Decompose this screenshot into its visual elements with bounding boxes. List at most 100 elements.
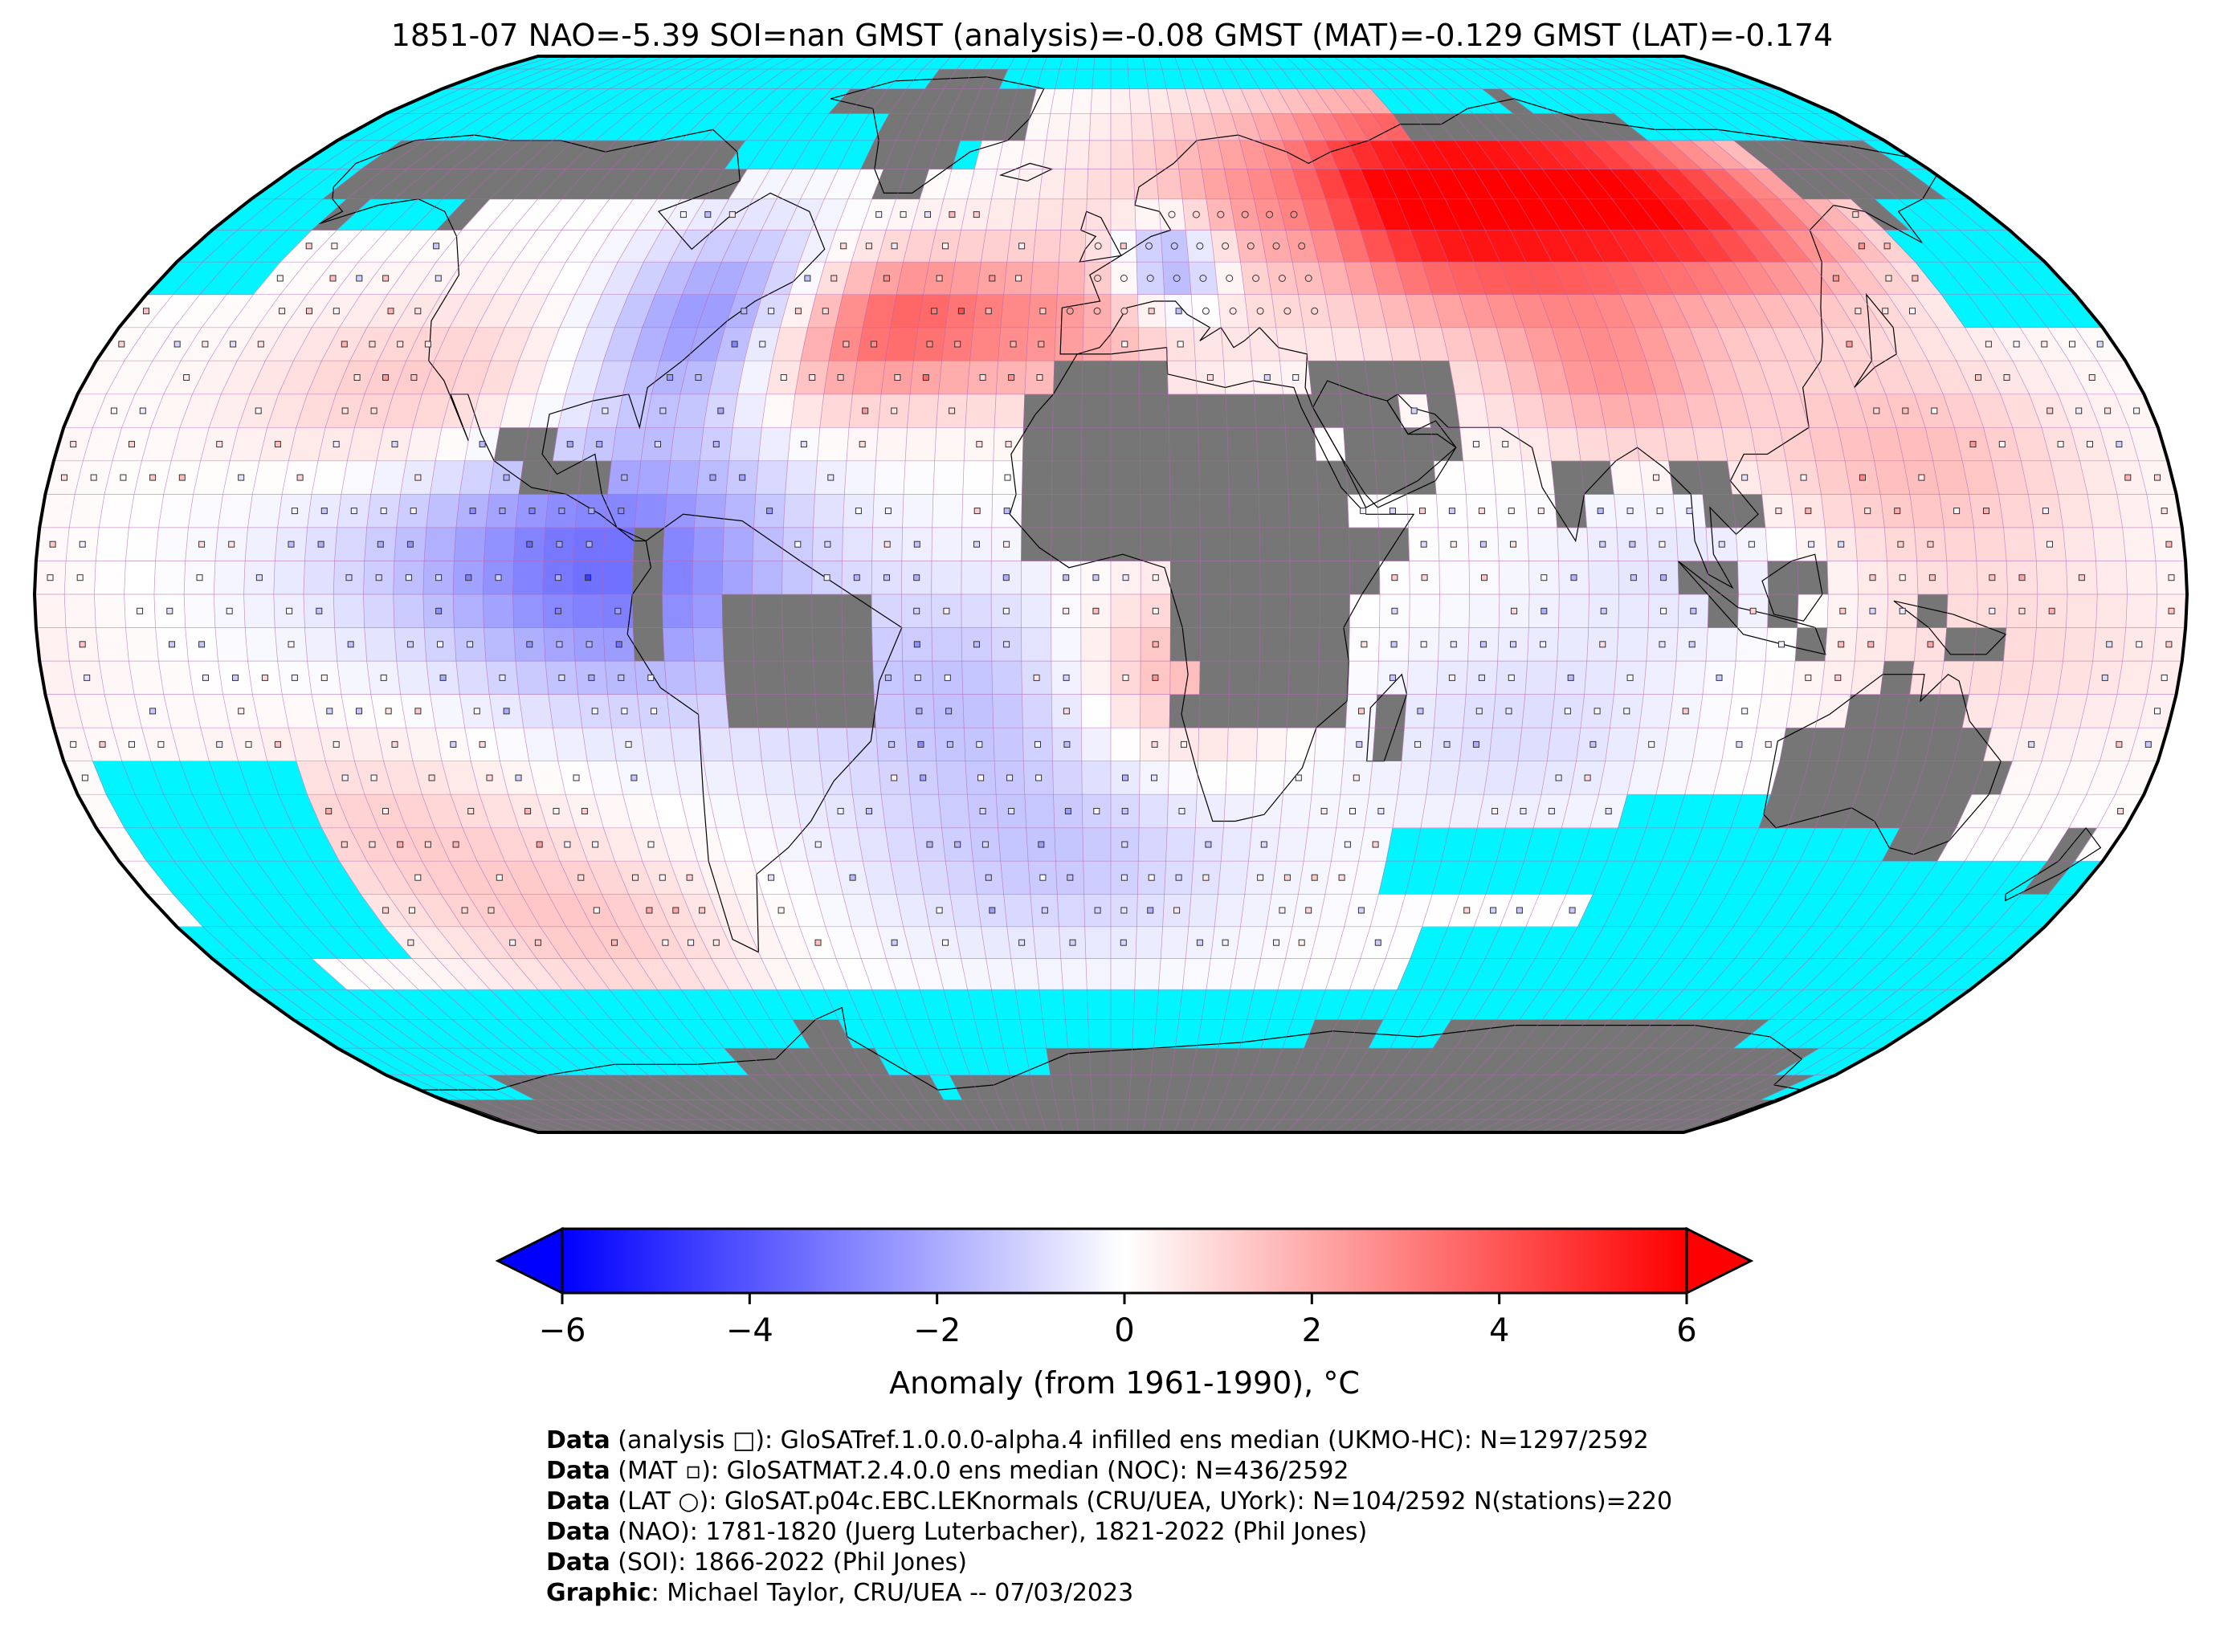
station-marker (286, 607, 293, 614)
grid-cell (2066, 593, 2098, 628)
station-marker (794, 308, 802, 315)
station-marker (1882, 308, 1889, 315)
station-marker (129, 441, 135, 448)
station-marker (414, 708, 422, 715)
station-marker (536, 841, 543, 848)
station-marker (2028, 740, 2035, 748)
grid-cell (1024, 793, 1055, 829)
station-marker (2124, 474, 2132, 481)
grid-cell (1259, 593, 1291, 628)
grid-cell (1199, 660, 1230, 695)
station-marker (245, 740, 252, 748)
grid-cell (2122, 527, 2157, 561)
grid-cell (2057, 660, 2094, 695)
station-marker (630, 774, 638, 781)
grid-cell (781, 593, 813, 628)
grid-cell (1073, 1099, 1095, 1120)
colorbar-tick-label: −6 (539, 1312, 586, 1349)
station-marker (976, 441, 983, 448)
station-marker (1927, 641, 1934, 648)
grid-cell (1229, 527, 1261, 561)
station-marker (2106, 641, 2113, 648)
station-marker (585, 574, 592, 581)
station-marker (875, 211, 883, 218)
grid-cell (2063, 627, 2096, 662)
grid-cell (1319, 527, 1350, 561)
station-marker (1653, 474, 1659, 481)
grid-cell (1126, 1119, 1145, 1132)
station-marker (741, 308, 748, 315)
grid-cell (1139, 394, 1169, 428)
grid-cell (1998, 494, 2034, 528)
station-marker (1206, 374, 1214, 381)
station-marker (1094, 907, 1101, 914)
station-marker (90, 474, 97, 481)
station-marker (347, 641, 354, 648)
station-marker (1093, 808, 1100, 814)
grid-cell (1169, 561, 1202, 595)
station-marker (257, 341, 264, 348)
credit-line-lat: Data (LAT ○): GloSAT.p04c.EBC.LEKnormals… (546, 1487, 1672, 1517)
grid-cell (842, 527, 873, 561)
station-marker (717, 407, 724, 414)
station-marker (1038, 841, 1045, 848)
credit-text: (LAT ○): GloSAT.p04c.EBC.LEKnormals (CRU… (610, 1487, 1673, 1515)
station-marker (1463, 907, 1471, 914)
station-marker (1682, 708, 1689, 715)
station-marker (296, 474, 304, 481)
station-marker (1953, 508, 1961, 515)
station-marker (2168, 574, 2175, 581)
station-marker (1005, 441, 1012, 448)
grid-cell (931, 627, 963, 662)
grid-cell (482, 593, 514, 628)
grid-cell (1022, 694, 1053, 728)
land-station-marker (1256, 307, 1264, 315)
station-marker (2154, 708, 2161, 715)
grid-cell (484, 627, 516, 662)
grid-cell (1303, 827, 1337, 862)
station-marker (61, 474, 67, 481)
grid-cell (1826, 561, 1859, 595)
grid-cell (548, 694, 583, 728)
grid-cell (572, 593, 604, 628)
grid-cell (1052, 761, 1083, 795)
grid-cell (158, 660, 194, 695)
station-marker (1039, 874, 1047, 881)
land-station-marker (1170, 242, 1178, 250)
grid-cell (484, 527, 516, 561)
grid-cell (1081, 360, 1112, 395)
grid-cell (1110, 113, 1133, 141)
grid-cell (1127, 68, 1149, 89)
colorbar-extend-low (495, 1226, 564, 1295)
grid-cell (1311, 761, 1345, 795)
station-marker (79, 641, 86, 648)
station-marker (1152, 574, 1159, 581)
station-marker (1420, 641, 1427, 648)
grid-cell (1483, 761, 1519, 795)
station-marker (414, 474, 422, 481)
station-marker (913, 540, 920, 548)
station-marker (406, 641, 414, 648)
grid-cell (188, 494, 223, 528)
grid-cell (1200, 561, 1231, 595)
colorbar-label: Anomaly (from 1961-1990), °C (889, 1365, 1360, 1401)
station-marker (380, 508, 387, 515)
station-marker (739, 474, 746, 481)
station-marker (1511, 607, 1518, 614)
land-station-marker (1266, 210, 1274, 218)
grid-cell (1580, 460, 1614, 495)
grid-cell (1998, 660, 2034, 695)
station-marker (712, 441, 720, 448)
grid-cell (785, 460, 818, 495)
station-marker (840, 243, 847, 250)
grid-cell (852, 360, 886, 395)
station-marker (2168, 607, 2175, 614)
grid-cell (1663, 427, 1699, 462)
station-marker (387, 308, 394, 315)
grid-cell (1088, 140, 1112, 169)
station-marker (341, 407, 349, 414)
grid-cell (125, 627, 159, 662)
grid-cell (1258, 494, 1290, 528)
station-marker (1010, 341, 1017, 348)
station-marker (884, 674, 892, 681)
